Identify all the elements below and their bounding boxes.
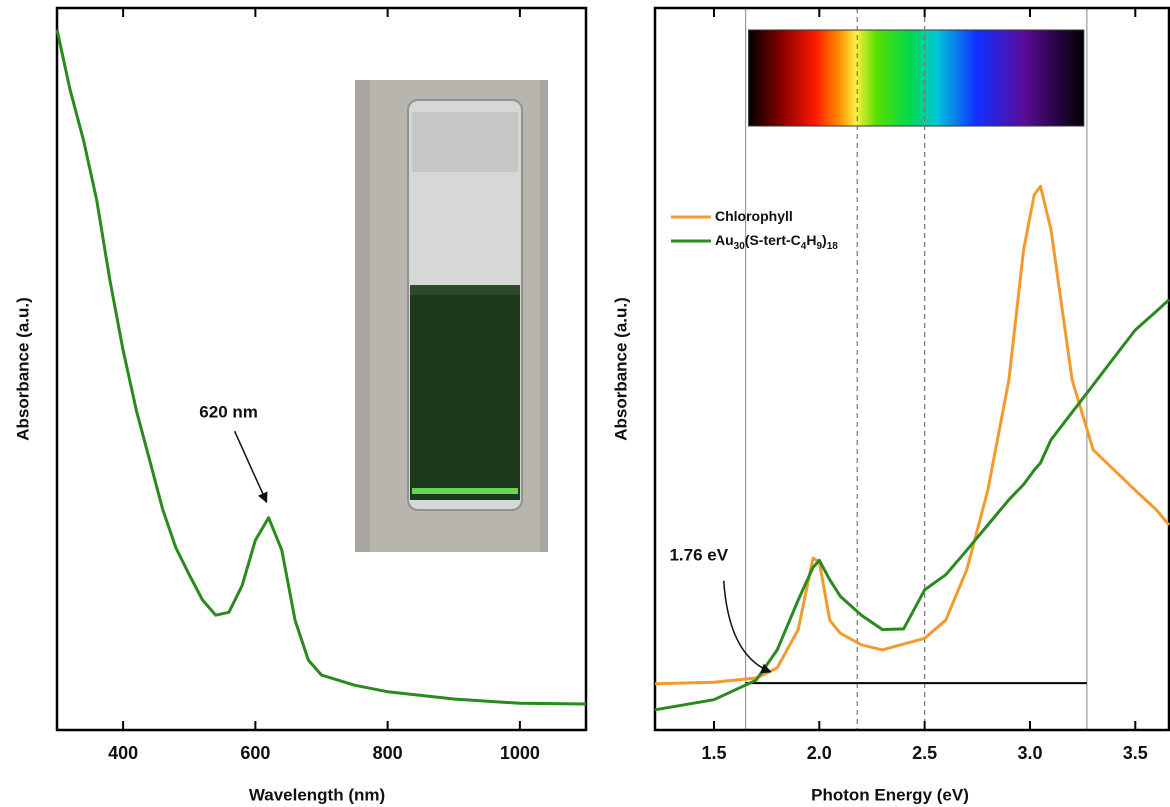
x-tick-label: 800 — [373, 743, 403, 763]
annotation-text: 1.76 eV — [669, 545, 728, 564]
x-tick-label: 2.0 — [807, 743, 832, 763]
annotation-arrow — [723, 580, 772, 674]
data-line — [654, 298, 1170, 712]
legend-label: Au30(S-tert-C4H9)18 — [715, 232, 838, 252]
data-line — [55, 29, 587, 706]
annotation-arrow — [233, 430, 268, 504]
x-tick-label: 1.5 — [701, 743, 726, 763]
x-tick-label: 2.5 — [912, 743, 937, 763]
x-tick-label: 3.5 — [1123, 743, 1148, 763]
x-tick-label: 600 — [240, 743, 270, 763]
y-axis-label: Absorbance (a.u.) — [611, 297, 630, 441]
x-tick-label: 400 — [108, 743, 138, 763]
x-axis-label: Photon Energy (eV) — [811, 785, 969, 804]
x-tick-label: 3.0 — [1017, 743, 1042, 763]
y-axis-label: Absorbance (a.u.) — [13, 297, 32, 441]
data-line — [654, 184, 1170, 686]
plot-frame — [55, 6, 588, 732]
x-axis-label: Wavelength (nm) — [249, 785, 385, 804]
plot-frame — [653, 6, 1170, 732]
x-tick-label: 1000 — [500, 743, 540, 763]
annotation-text: 620 nm — [199, 403, 258, 422]
spectrum-bar — [748, 29, 1085, 127]
inset-photo — [355, 80, 548, 552]
legend-label: Chlorophyll — [715, 208, 793, 224]
